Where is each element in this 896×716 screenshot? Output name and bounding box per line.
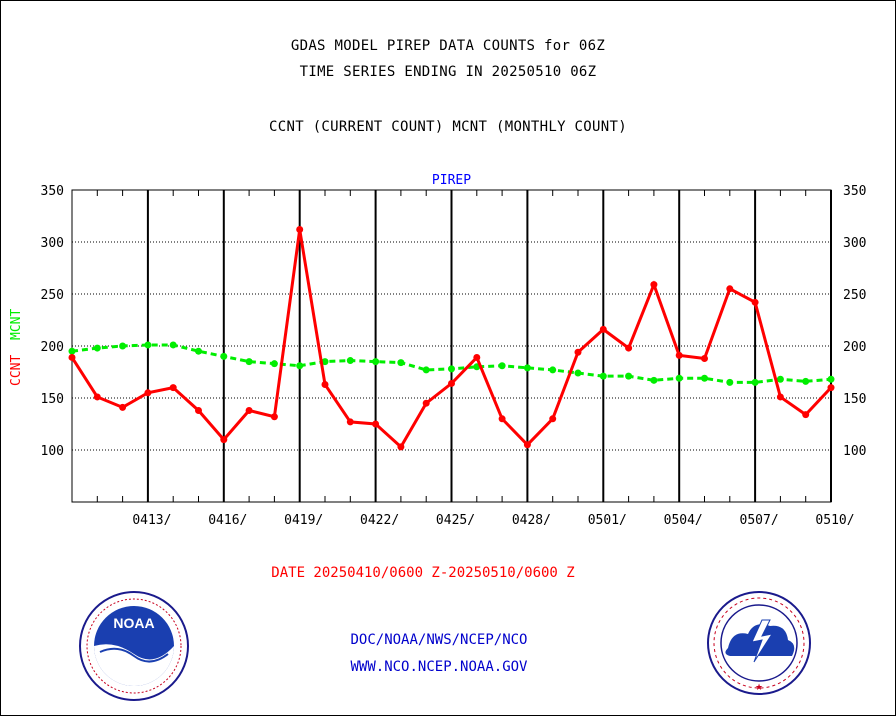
data-point-ccnt	[93, 393, 101, 401]
data-point-mcnt	[448, 365, 455, 373]
data-point-mcnt	[422, 366, 430, 374]
y-tick-label-right: 150	[843, 392, 866, 407]
website-link[interactable]: WWW.NCO.NCEP.NOAA.GOV	[350, 659, 528, 675]
data-point-ccnt	[321, 380, 329, 388]
data-point-mcnt	[599, 372, 607, 380]
data-point-ccnt	[119, 403, 127, 411]
data-point-ccnt	[372, 420, 380, 428]
y-tick-label-left: 200	[41, 340, 64, 355]
data-point-ccnt	[422, 399, 430, 407]
x-tick-label: 0416/	[208, 513, 247, 528]
data-point-mcnt	[119, 342, 127, 350]
data-point-mcnt	[701, 374, 708, 382]
data-point-ccnt	[245, 406, 253, 414]
data-point-ccnt	[68, 353, 76, 361]
data-point-ccnt	[195, 406, 202, 414]
data-point-ccnt	[397, 443, 405, 451]
y-tick-label-left: 100	[41, 444, 64, 459]
data-point-ccnt	[599, 325, 607, 333]
date-range-label: DATE 20250410/0600 Z-20250510/0600 Z	[271, 565, 575, 581]
noaa-logo: NOAA	[79, 591, 189, 701]
x-tick-label: 0510/	[815, 513, 854, 528]
panel-title: PIREP	[432, 173, 471, 188]
data-point-mcnt	[296, 362, 304, 370]
data-point-mcnt	[220, 352, 228, 360]
y-tick-label-left: 150	[41, 392, 64, 407]
data-point-ccnt	[220, 436, 228, 444]
x-tick-label: 0425/	[436, 513, 475, 528]
y-tick-label-right: 250	[843, 288, 866, 303]
data-point-mcnt	[751, 378, 759, 386]
data-point-ccnt	[650, 281, 658, 289]
y-tick-label-right: 100	[843, 444, 866, 459]
data-point-mcnt	[245, 358, 253, 366]
data-point-mcnt	[827, 375, 835, 383]
data-point-mcnt	[498, 362, 506, 370]
data-point-mcnt	[270, 360, 278, 368]
data-point-mcnt	[144, 341, 152, 349]
data-point-ccnt	[523, 441, 531, 449]
nws-logo: ★	[707, 591, 811, 695]
x-tick-label: 0413/	[132, 513, 171, 528]
data-point-mcnt	[397, 359, 405, 367]
data-point-ccnt	[549, 415, 557, 423]
y-tick-label-right: 200	[843, 340, 866, 355]
x-tick-label: 0504/	[664, 513, 703, 528]
data-point-mcnt	[650, 376, 658, 384]
y-tick-label-left: 250	[41, 288, 64, 303]
data-point-ccnt	[701, 354, 708, 362]
x-tick-label: 0422/	[360, 513, 399, 528]
y-axis-label-mcnt: MCNT	[9, 309, 24, 340]
data-point-ccnt	[827, 384, 835, 392]
data-point-ccnt	[473, 353, 481, 361]
title-line-1: GDAS MODEL PIREP DATA COUNTS for 06Z	[290, 38, 606, 54]
y-tick-label-right: 350	[843, 184, 866, 199]
data-point-ccnt	[144, 389, 152, 397]
data-point-ccnt	[498, 415, 506, 423]
data-point-mcnt	[625, 372, 633, 380]
data-point-mcnt	[802, 377, 810, 385]
title-line-2: TIME SERIES ENDING IN 20250510 06Z	[299, 64, 597, 80]
org-path-link[interactable]: DOC/NOAA/NWS/NCEP/NCO	[350, 632, 528, 648]
noaa-logo-text: NOAA	[113, 615, 154, 631]
data-point-mcnt	[726, 378, 734, 386]
data-point-mcnt	[93, 344, 101, 352]
data-point-ccnt	[675, 351, 683, 359]
data-point-ccnt	[751, 298, 759, 306]
data-point-ccnt	[270, 413, 278, 421]
data-point-ccnt	[776, 393, 784, 401]
data-point-mcnt	[574, 369, 582, 377]
data-point-mcnt	[195, 347, 202, 355]
data-point-mcnt	[675, 374, 683, 382]
x-tick-label: 0428/	[512, 513, 551, 528]
data-point-ccnt	[296, 226, 304, 234]
data-point-ccnt	[346, 418, 354, 426]
x-tick-label: 0507/	[740, 513, 779, 528]
data-point-ccnt	[726, 285, 734, 293]
data-point-mcnt	[523, 364, 531, 372]
data-point-ccnt	[802, 411, 810, 419]
x-tick-label: 0501/	[588, 513, 627, 528]
data-point-ccnt	[448, 379, 455, 387]
data-point-mcnt	[549, 366, 557, 374]
data-point-mcnt	[776, 375, 784, 383]
data-point-mcnt	[169, 341, 177, 349]
data-point-ccnt	[574, 348, 582, 356]
data-point-ccnt	[625, 344, 633, 352]
data-point-mcnt	[346, 357, 354, 365]
data-point-mcnt	[372, 358, 380, 366]
y-tick-label-left: 350	[41, 184, 64, 199]
title-line-3: CCNT (CURRENT COUNT) MCNT (MONTHLY COUNT…	[269, 119, 627, 135]
y-axis-label-ccnt: CCNT	[9, 355, 24, 386]
data-point-ccnt	[169, 384, 177, 392]
y-tick-label-right: 300	[843, 236, 866, 251]
x-tick-label: 0419/	[284, 513, 323, 528]
y-tick-label-left: 300	[41, 236, 64, 251]
data-point-mcnt	[68, 347, 76, 355]
star-icon: ★	[755, 682, 763, 692]
data-point-mcnt	[321, 358, 329, 366]
